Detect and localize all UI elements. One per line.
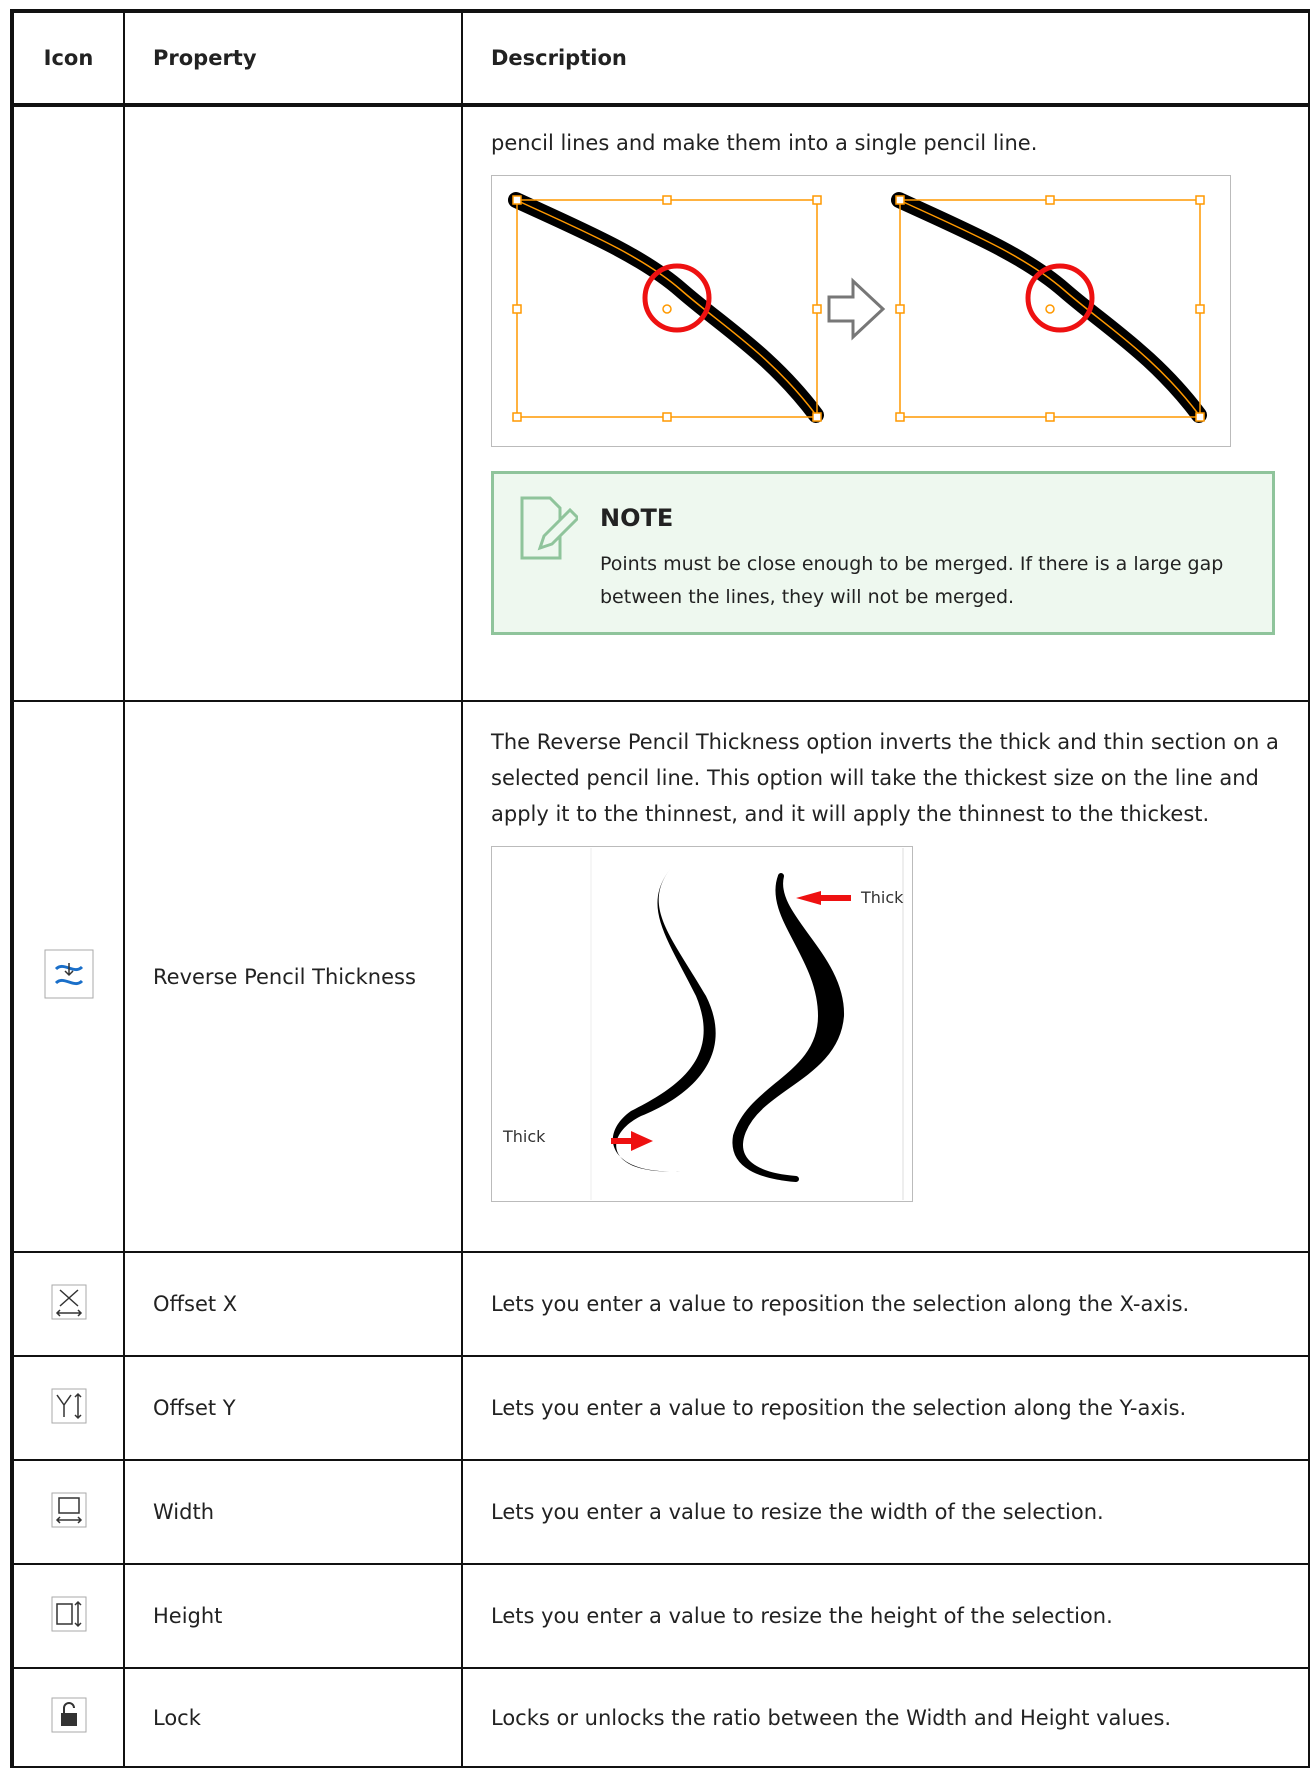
- note-title: NOTE: [600, 504, 674, 532]
- lock-icon: [51, 1697, 86, 1733]
- offset-x-icon: [51, 1284, 86, 1319]
- description-cell: Lets you enter a value to resize the hei…: [461, 1563, 1310, 1669]
- description: The Reverse Pencil Thickness option inve…: [491, 730, 1279, 826]
- icon-cell: [10, 1355, 125, 1461]
- width-icon: [51, 1492, 86, 1527]
- row: Width Lets you enter a value to resize t…: [10, 1459, 1310, 1565]
- row: Offset X Lets you enter a value to repos…: [10, 1251, 1310, 1357]
- icon-cell: [10, 1251, 125, 1357]
- icon-cell: [10, 1563, 125, 1669]
- row: Height Lets you enter a value to resize …: [10, 1563, 1310, 1669]
- description-cell: pencil lines and make them into a single…: [461, 104, 1310, 702]
- icon-cell: [10, 104, 125, 702]
- property-cell: Lock: [123, 1667, 463, 1768]
- icon-cell: [10, 700, 125, 1253]
- icon-cell: [10, 1459, 125, 1565]
- reverse-thickness-icon: [44, 949, 93, 999]
- property-cell: Offset Y: [123, 1355, 463, 1461]
- header-cell: Property: [123, 9, 463, 107]
- property-cell: [123, 104, 463, 702]
- row: Offset Y Lets you enter a value to repos…: [10, 1355, 1310, 1461]
- description-cell: Lets you enter a value to resize the wid…: [461, 1459, 1310, 1565]
- row: Reverse Pencil Thickness The Reverse Pen…: [10, 700, 1310, 1253]
- property-cell: Width: [123, 1459, 463, 1565]
- icon-cell: [10, 1667, 125, 1768]
- property-cell: Offset X: [123, 1251, 463, 1357]
- thickness-illustration: Thick Thick: [491, 846, 913, 1202]
- description-cell: Lets you enter a value to reposition the…: [461, 1251, 1310, 1357]
- image-label: Thick: [502, 1127, 546, 1146]
- property-cell: Height: [123, 1563, 463, 1669]
- header-cell: Description: [461, 9, 1310, 107]
- offset-y-icon: [51, 1388, 86, 1423]
- property-cell: Reverse Pencil Thickness: [123, 700, 463, 1253]
- height-icon: [51, 1596, 86, 1631]
- properties-table: Icon Property Description pencil lines a…: [10, 9, 1310, 1768]
- header-row: Icon Property Description: [10, 9, 1310, 107]
- note-box: NOTE Points must be close enough to be m…: [491, 471, 1275, 635]
- note-text: Points must be close enough to be merged…: [600, 553, 1224, 608]
- header-cell: Icon: [10, 9, 125, 107]
- note-icon: [520, 496, 578, 560]
- row: pencil lines and make them into a single…: [10, 104, 1310, 702]
- merge-illustration: [491, 175, 1231, 447]
- row: Lock Locks or unlocks the ratio between …: [10, 1667, 1310, 1768]
- description-cell: Locks or unlocks the ratio between the W…: [461, 1667, 1310, 1768]
- image-label: Thick: [860, 888, 904, 907]
- description: pencil lines and make them into a single…: [491, 131, 1038, 155]
- description-cell: The Reverse Pencil Thickness option inve…: [461, 700, 1310, 1253]
- description-cell: Lets you enter a value to reposition the…: [461, 1355, 1310, 1461]
